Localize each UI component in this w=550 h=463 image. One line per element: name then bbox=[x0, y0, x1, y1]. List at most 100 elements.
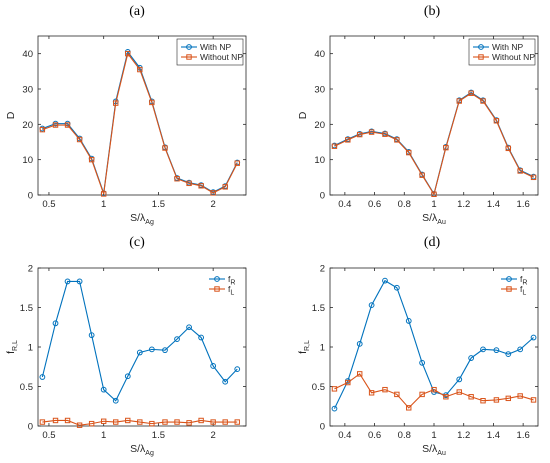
data-point bbox=[222, 419, 228, 425]
legend-label-main: With NP bbox=[200, 42, 232, 52]
data-point bbox=[125, 417, 131, 424]
data-point bbox=[382, 386, 388, 393]
x-tick-label: 1 bbox=[431, 199, 436, 210]
data-point bbox=[431, 386, 437, 393]
data-point bbox=[88, 332, 95, 339]
x-axis-label-sub: Ag bbox=[145, 219, 154, 226]
y-tick-label: 0.5 bbox=[312, 382, 325, 393]
data-point bbox=[406, 149, 412, 156]
y-tick-label: 20 bbox=[314, 120, 325, 131]
data-point bbox=[331, 143, 338, 149]
y-tick-label: 2 bbox=[320, 264, 325, 275]
data-point bbox=[345, 137, 351, 143]
x-tick-label: 1.5 bbox=[152, 430, 165, 441]
data-point bbox=[149, 99, 155, 106]
x-tick-label: 0.4 bbox=[338, 199, 351, 210]
data-point bbox=[52, 122, 59, 128]
data-point bbox=[174, 336, 180, 343]
data-point bbox=[137, 66, 143, 73]
series-line-1 bbox=[334, 91, 534, 196]
legend-marker bbox=[186, 44, 192, 50]
series-line-2 bbox=[42, 52, 238, 195]
data-point bbox=[100, 191, 107, 197]
data-point bbox=[382, 131, 388, 137]
legend-label: Without NP bbox=[200, 52, 243, 62]
data-point bbox=[394, 137, 400, 143]
data-point bbox=[456, 389, 462, 395]
data-point bbox=[222, 378, 229, 385]
data-point bbox=[222, 184, 228, 190]
legend-label: fL bbox=[520, 284, 526, 297]
data-point bbox=[493, 397, 500, 403]
x-tick-label: 1.5 bbox=[152, 199, 165, 210]
x-tick-label: 1.2 bbox=[457, 430, 470, 441]
x-axis-label-sub: Ag bbox=[145, 450, 154, 457]
series-line-2 bbox=[334, 92, 534, 196]
data-point bbox=[64, 278, 71, 285]
legend-marker bbox=[506, 286, 512, 292]
data-point bbox=[468, 355, 475, 361]
data-point bbox=[88, 420, 95, 427]
y-tick-label: 0 bbox=[320, 191, 325, 202]
legend-label-main: f bbox=[520, 274, 523, 284]
data-point bbox=[100, 418, 107, 424]
data-point bbox=[124, 373, 131, 380]
x-tick-label: 1 bbox=[431, 430, 436, 441]
panel-label: (d) bbox=[424, 235, 441, 250]
data-point bbox=[198, 334, 205, 341]
data-point bbox=[382, 277, 388, 284]
data-point bbox=[505, 351, 512, 358]
x-axis-label-main: S/λ bbox=[422, 443, 438, 455]
x-tick-label: 1 bbox=[101, 199, 106, 210]
data-point bbox=[356, 340, 363, 347]
x-axis-label: S/λAg bbox=[130, 212, 154, 226]
x-tick-label: 1.4 bbox=[487, 430, 500, 441]
data-point bbox=[331, 405, 338, 412]
data-point bbox=[480, 98, 486, 104]
legend-label: With NP bbox=[492, 42, 524, 52]
data-point bbox=[113, 419, 119, 425]
y-tick-label: 30 bbox=[314, 85, 325, 96]
data-point bbox=[468, 90, 474, 96]
data-point bbox=[530, 334, 537, 341]
legend-label-main: Without NP bbox=[200, 52, 243, 62]
legend-label-main: f bbox=[228, 284, 231, 294]
legend-label-sub: R bbox=[522, 280, 527, 287]
series-line-1 bbox=[41, 280, 238, 402]
data-point bbox=[480, 346, 486, 353]
series-line-2 bbox=[334, 373, 534, 409]
data-point bbox=[210, 419, 216, 425]
legend-box bbox=[176, 38, 244, 66]
legend-label: With NP bbox=[200, 42, 232, 52]
plot-frame bbox=[329, 267, 539, 427]
y-tick-label: 1 bbox=[320, 343, 325, 354]
data-point bbox=[39, 126, 46, 133]
y-axis-label: fR,L bbox=[5, 340, 19, 354]
data-point bbox=[468, 394, 474, 400]
data-point bbox=[505, 145, 511, 152]
data-point bbox=[345, 379, 351, 386]
data-point bbox=[112, 397, 119, 404]
data-point bbox=[52, 417, 59, 424]
data-point bbox=[76, 136, 83, 143]
series-line-1 bbox=[42, 50, 238, 194]
data-point bbox=[456, 376, 463, 383]
chart-panel-2: (b) 0.4 0.6 0.8 1 1.2 1.4 1.6 0 10 20 30 40 S/λAu D Wit… bbox=[297, 4, 539, 226]
y-tick-label: 0 bbox=[320, 422, 325, 433]
data-point bbox=[480, 398, 486, 404]
x-tick-label: 1.4 bbox=[487, 199, 500, 210]
data-point bbox=[456, 98, 462, 104]
x-axis-label: S/λAu bbox=[422, 443, 446, 457]
panel-label: (a) bbox=[129, 4, 145, 19]
legend-marker bbox=[506, 276, 512, 282]
data-point bbox=[162, 419, 168, 425]
x-axis-label-main: S/λ bbox=[422, 212, 438, 224]
x-axis-label-sub: Au bbox=[437, 219, 446, 226]
y-tick-label: 40 bbox=[22, 49, 33, 60]
y-tick-label: 20 bbox=[22, 120, 33, 131]
x-tick-label: 0.8 bbox=[398, 430, 411, 441]
data-point bbox=[357, 131, 363, 138]
panel-label: (c) bbox=[129, 235, 145, 250]
legend-label: fL bbox=[228, 284, 234, 297]
